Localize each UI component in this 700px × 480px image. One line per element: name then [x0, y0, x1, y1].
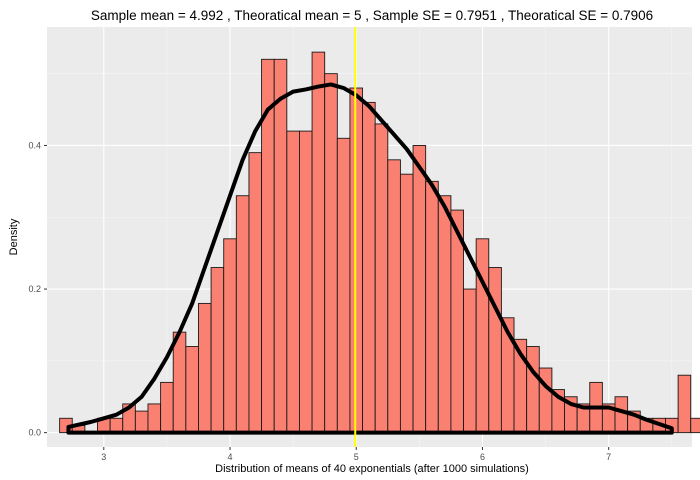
density-curve-layer [66, 82, 674, 435]
x-tick-label: 4 [228, 452, 233, 462]
histogram-bar [463, 288, 477, 434]
histogram-bar [109, 417, 124, 434]
histogram-bar [399, 173, 414, 434]
histogram-bar [198, 302, 212, 434]
histogram-bar [336, 137, 351, 434]
histogram-bar [488, 267, 502, 434]
histogram-bar [349, 87, 364, 434]
histogram-bar [374, 123, 389, 434]
histogram-bar [223, 238, 237, 434]
x-axis-ticks: 3 4 5 6 7 [101, 447, 611, 462]
histogram-bar [298, 130, 313, 434]
y-tick-label: 0.0 [28, 428, 41, 438]
histogram-bars [59, 51, 700, 434]
histogram-bar [248, 152, 263, 434]
histogram-bar [185, 346, 199, 434]
histogram-bar [210, 267, 225, 434]
density-curve [66, 82, 674, 435]
histogram-bar [412, 145, 427, 434]
histogram-bar [690, 417, 700, 434]
histogram-bar [437, 195, 452, 434]
x-axis-title: Distribution of means of 40 exponentials… [215, 463, 529, 475]
histogram-bar [311, 51, 326, 434]
histogram-bar [172, 331, 187, 434]
y-axis-ticks: 0.0 0.2 0.4 [28, 140, 47, 438]
x-tick-label: 3 [101, 452, 106, 462]
y-tick-label: 0.2 [28, 284, 41, 294]
histogram-bar [273, 58, 288, 434]
x-tick-label: 5 [354, 452, 359, 462]
histogram-bar [362, 101, 376, 434]
histogram-bar [475, 238, 490, 434]
y-axis-title: Density [8, 218, 20, 255]
histogram-bar [324, 73, 338, 434]
histogram-bar [425, 180, 439, 434]
histogram-bar [286, 130, 300, 434]
histogram-bar [160, 381, 174, 434]
chart-title: Sample mean = 4.992 , Theoratical mean =… [91, 8, 653, 23]
histogram-bar [134, 410, 149, 434]
histogram-bar [538, 367, 553, 434]
histogram-bar [387, 159, 401, 434]
x-tick-label: 7 [606, 452, 611, 462]
histogram-bar [235, 195, 250, 434]
histogram-bar [526, 346, 540, 434]
x-tick-label: 6 [480, 452, 485, 462]
histogram-bar [677, 374, 692, 434]
histogram-bar [614, 396, 629, 434]
y-tick-label: 0.4 [28, 140, 41, 150]
histogram-bar [147, 403, 162, 434]
